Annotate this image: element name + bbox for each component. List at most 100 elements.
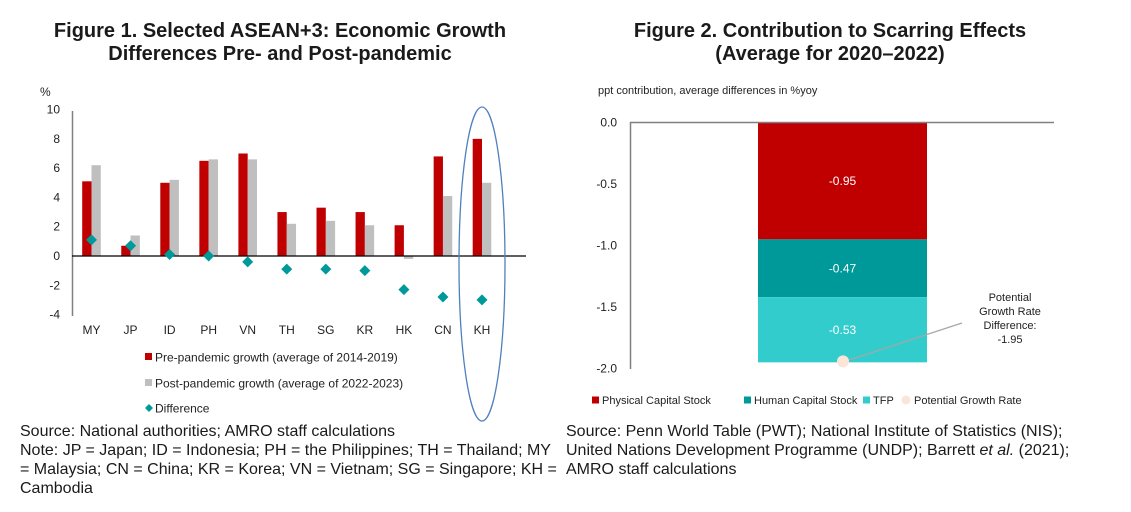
difference-marker-ph bbox=[203, 250, 215, 262]
figure1-y-tick-label: 8 bbox=[53, 132, 60, 146]
post-pandemic-bar-ph bbox=[208, 159, 218, 256]
post-pandemic-bar-id bbox=[169, 179, 179, 256]
difference-marker-kh bbox=[476, 294, 488, 306]
figure2-y-unit: ppt contribution, average differences in… bbox=[598, 85, 818, 97]
figure1-title: Figure 1. Selected ASEAN+3: Economic Gro… bbox=[0, 20, 560, 66]
figure2-y-tick-label: -0.5 bbox=[596, 177, 617, 191]
figure1-x-label-jp: JP bbox=[124, 323, 138, 337]
stack-segment-tfp bbox=[758, 297, 927, 363]
figure1-y-ticks: 10 8 6 4 2 0 -2 -4 bbox=[47, 103, 61, 322]
legend-label: Physical Capital Stock bbox=[602, 395, 711, 407]
potential-growth-rate-marker bbox=[837, 355, 849, 368]
pre-pandemic-bar-th bbox=[277, 212, 287, 256]
highlight-ellipse-kh bbox=[458, 106, 506, 422]
post-pandemic-bar-cn bbox=[442, 195, 453, 256]
figure2-source-italic: et al. bbox=[979, 442, 1015, 459]
figure1-x-label-kr: KR bbox=[357, 323, 374, 337]
figure1-x-label-cn: CN bbox=[434, 323, 451, 337]
difference-marker-hk bbox=[398, 284, 410, 296]
pre-pandemic-bar-cn bbox=[433, 156, 443, 256]
difference-marker-id bbox=[164, 249, 176, 261]
pre-pandemic-bar-sg bbox=[316, 207, 326, 256]
figure1-y-tick-label: -2 bbox=[49, 278, 60, 292]
figure1-x-label-my: MY bbox=[83, 323, 101, 337]
figure1-x-labels: MY JP ID PH VN TH SG KR HK CN KH bbox=[83, 323, 491, 337]
legend-label: Post-pandemic growth (average of 2022-20… bbox=[155, 377, 403, 391]
pre-pandemic-bar-ph bbox=[199, 160, 209, 256]
stack-segment-label: -0.53 bbox=[829, 323, 857, 337]
figure1-x-label-sg: SG bbox=[317, 323, 334, 337]
figure2-source: Source: Penn World Table (PWT); National… bbox=[566, 422, 1106, 479]
post-pandemic-bar-kr bbox=[364, 225, 375, 256]
figure1-bars bbox=[82, 138, 492, 259]
post-pandemic-bar-my bbox=[91, 165, 101, 256]
difference-marker-th bbox=[281, 263, 293, 275]
legend-potential-growth-rate-icon bbox=[901, 395, 911, 405]
figure2-y-tick-label: -1.5 bbox=[596, 300, 617, 314]
pre-pandemic-bar-kr bbox=[355, 212, 365, 256]
annotation-line: Potential bbox=[989, 292, 1032, 304]
figure1-x-label-ph: PH bbox=[200, 323, 217, 337]
figure2-y-tick-label: -1.0 bbox=[596, 239, 617, 253]
figure2-y-tick-label: 0.0 bbox=[600, 116, 617, 130]
annotation-line: -1.95 bbox=[997, 334, 1022, 346]
difference-marker-cn bbox=[437, 291, 449, 303]
figure2-chart: ppt contribution, average differences in… bbox=[592, 85, 1054, 407]
legend-label: Human Capital Stock bbox=[754, 395, 858, 407]
figure1-source: Source: National authorities; AMRO staff… bbox=[20, 423, 395, 440]
pre-pandemic-bar-vn bbox=[238, 153, 248, 256]
legend-label: TFP bbox=[873, 395, 894, 407]
figure1-legend: Pre-pandemic growth (average of 2014-201… bbox=[145, 351, 403, 416]
figure1-x-label-vn: VN bbox=[239, 323, 256, 337]
figure1-y-tick-label: 0 bbox=[53, 249, 60, 263]
legend-swatch-human-capital-stock bbox=[744, 396, 751, 404]
figure2-y-ticks: 0.0 -0.5 -1.0 -1.5 -2.0 bbox=[596, 116, 617, 376]
difference-marker-vn bbox=[242, 256, 254, 268]
figure1-y-tick-label: -4 bbox=[49, 308, 60, 322]
figure1-x-label-id: ID bbox=[164, 323, 176, 337]
post-pandemic-bar-sg bbox=[325, 220, 336, 256]
legend-swatch-tfp bbox=[863, 396, 870, 404]
stack-segment-label: -0.95 bbox=[829, 174, 857, 188]
figure1-y-tick-label: 4 bbox=[53, 190, 60, 204]
figure1-title-line2: Differences Pre- and Post-pandemic bbox=[108, 43, 452, 65]
pre-pandemic-bar-kh bbox=[472, 138, 482, 256]
figure2-title-line1: Figure 2. Contribution to Scarring Effec… bbox=[633, 20, 1027, 42]
figure1-y-unit: % bbox=[40, 85, 51, 99]
figure2-title: Figure 2. Contribution to Scarring Effec… bbox=[570, 20, 1090, 66]
difference-marker-sg bbox=[320, 263, 332, 275]
figure1-y-tick-label: 2 bbox=[53, 220, 60, 234]
annotation-line: Difference: bbox=[984, 320, 1037, 332]
pre-pandemic-bar-jp bbox=[121, 245, 131, 256]
figure1-x-label-hk: HK bbox=[396, 323, 413, 337]
pre-pandemic-bar-id bbox=[160, 182, 170, 256]
pre-pandemic-bar-my bbox=[82, 181, 92, 256]
legend-label: Potential Growth Rate bbox=[914, 395, 1022, 407]
stack-segment-physical-capital-stock bbox=[758, 122, 927, 240]
post-pandemic-bar-kh bbox=[482, 182, 492, 256]
figure1-title-line1: Figure 1. Selected ASEAN+3: Economic Gro… bbox=[53, 20, 507, 42]
annotation-line: Growth Rate bbox=[979, 306, 1041, 318]
figure2-source-part2: (2021); AMRO staff calculations bbox=[566, 442, 1070, 478]
figure1-chart: % 10 8 6 4 2 0 -2 -4 MY JP ID PH VN TH SG KR HK CN KH Pre… bbox=[40, 85, 526, 422]
legend-label: Pre-pandemic growth (average of 2014-201… bbox=[155, 351, 398, 365]
pre-pandemic-bar-hk bbox=[394, 225, 404, 256]
post-pandemic-bar-hk bbox=[403, 256, 414, 259]
post-pandemic-bar-th bbox=[286, 223, 297, 256]
figure2-legend: Physical Capital Stock Human Capital Stoc… bbox=[592, 395, 1022, 407]
stack-segment-label: -0.47 bbox=[829, 261, 857, 275]
figure1-notes: Source: National authorities; AMRO staff… bbox=[20, 422, 560, 498]
figure1-x-label-kh: KH bbox=[474, 323, 491, 337]
figure1-y-tick-label: 6 bbox=[53, 161, 60, 175]
figure1-note: Note: JP = Japan; ID = Indonesia; PH = t… bbox=[20, 442, 557, 497]
post-pandemic-bar-vn bbox=[247, 159, 257, 256]
legend-pre-pandemic-swatch bbox=[145, 353, 152, 360]
stack-segment-human-capital-stock bbox=[758, 239, 927, 298]
legend-label: Difference bbox=[155, 402, 210, 416]
difference-marker-my bbox=[86, 234, 97, 246]
annotation-leader-line bbox=[842, 322, 963, 363]
figure2-title-line2: (Average for 2020–2022) bbox=[715, 43, 945, 65]
difference-marker-kr bbox=[359, 265, 371, 277]
legend-post-pandemic-swatch bbox=[145, 379, 152, 386]
